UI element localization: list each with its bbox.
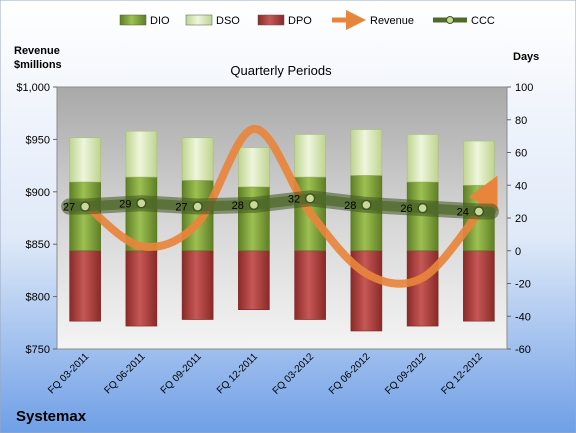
left-tick-label: $900 bbox=[26, 187, 50, 199]
ccc-data-label: 27 bbox=[63, 202, 75, 214]
left-tick-label: $950 bbox=[26, 134, 50, 146]
bar-dpo bbox=[125, 250, 158, 327]
ccc-data-label: 28 bbox=[232, 200, 244, 212]
ccc-data-label: 27 bbox=[175, 202, 187, 214]
right-tick-label: 20 bbox=[515, 213, 527, 225]
left-tick-label: $1,000 bbox=[16, 82, 50, 94]
right-tick-label: 40 bbox=[515, 180, 527, 192]
bar-dso bbox=[69, 137, 101, 183]
bar-dpo bbox=[294, 250, 326, 320]
left-axis-label-line2: $millions bbox=[14, 59, 62, 71]
plot-area bbox=[56, 86, 508, 350]
right-tick-label: -40 bbox=[515, 311, 531, 323]
legend: DIO DSO DPO Revenue CCC bbox=[119, 10, 495, 30]
right-tick-label: 0 bbox=[515, 246, 521, 258]
bar-dio bbox=[181, 180, 214, 252]
bar-dso bbox=[181, 137, 214, 181]
revenue-series bbox=[81, 124, 498, 288]
right-tick-label: 80 bbox=[515, 115, 527, 127]
legend-label-dso: DSO bbox=[216, 15, 240, 27]
revenue-line bbox=[81, 124, 498, 288]
left-axis-label-line1: Revenue bbox=[14, 45, 60, 57]
ccc-data-label: 24 bbox=[457, 206, 469, 218]
ccc-data-label: 32 bbox=[288, 193, 300, 205]
left-tick-label: $850 bbox=[26, 239, 50, 251]
bar-dso bbox=[238, 147, 270, 188]
chart-title: Quarterly Periods bbox=[230, 63, 332, 78]
legend-swatch-dso bbox=[185, 14, 213, 26]
right-axis-ticks: -60 -40 -20 0 20 40 60 80 100 bbox=[507, 82, 533, 356]
ccc-point bbox=[304, 193, 316, 204]
legend-label-dpo: DPO bbox=[288, 15, 312, 27]
ccc-point bbox=[248, 199, 260, 211]
ccc-series: 27 29 27 28 32 28 26 24 bbox=[61, 190, 499, 220]
company-name: Systemax bbox=[16, 408, 87, 425]
left-tick-label: $800 bbox=[26, 292, 50, 304]
bar-dpo bbox=[463, 250, 495, 322]
ccc-data-label: 26 bbox=[400, 203, 412, 215]
right-tick-label: 100 bbox=[515, 82, 533, 94]
legend-swatch-dpo bbox=[257, 14, 285, 26]
bar-marks bbox=[69, 129, 495, 332]
ccc-point bbox=[192, 201, 203, 212]
ccc-data-label: 29 bbox=[119, 198, 131, 210]
ccc-point bbox=[79, 201, 91, 212]
bar-dpo bbox=[238, 250, 270, 311]
bar-dpo bbox=[69, 250, 101, 322]
legend-label-revenue: Revenue bbox=[370, 15, 414, 27]
bar-dso bbox=[350, 129, 383, 176]
ccc-data-label: 28 bbox=[344, 200, 356, 212]
legend-label-ccc: CCC bbox=[471, 15, 495, 27]
bar-dso bbox=[406, 134, 439, 183]
ccc-point bbox=[417, 202, 428, 214]
bar-dso bbox=[463, 140, 495, 186]
right-tick-label: 60 bbox=[515, 148, 527, 160]
legend-label-dio: DIO bbox=[150, 15, 170, 27]
right-axis-label: Days bbox=[513, 51, 539, 63]
bar-dso bbox=[294, 134, 326, 178]
right-tick-label: -60 bbox=[515, 344, 531, 356]
ccc-line bbox=[64, 193, 496, 217]
bar-dpo bbox=[181, 250, 214, 320]
ccc-point bbox=[361, 199, 372, 211]
left-axis-ticks: $750 $800 $850 $900 $950 $1,000 bbox=[16, 82, 57, 356]
left-tick-label: $750 bbox=[26, 344, 50, 356]
legend-swatch-ccc-dot bbox=[446, 16, 454, 24]
ccc-point bbox=[136, 198, 147, 209]
legend-swatch-dio bbox=[119, 14, 147, 26]
ccc-point bbox=[473, 206, 485, 217]
bar-dpo bbox=[406, 250, 439, 327]
bar-dso bbox=[125, 130, 158, 178]
right-tick-label: -20 bbox=[515, 279, 531, 291]
